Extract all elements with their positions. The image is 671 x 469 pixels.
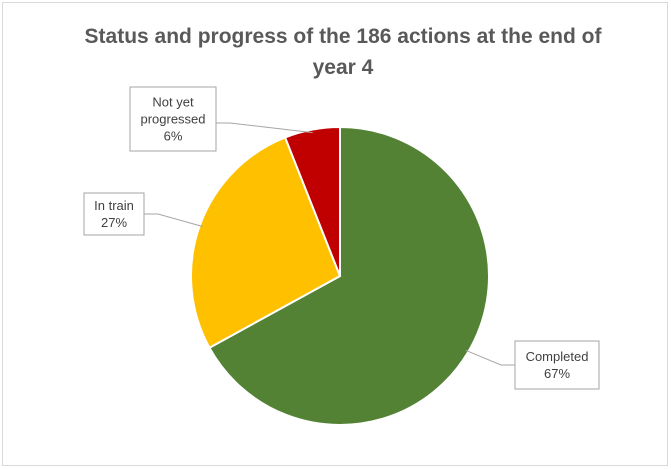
category-label-in-train-0: In train [94, 198, 134, 213]
chart-title: Status and progress of the 186 actions a… [84, 25, 602, 79]
leader-line-in-train [144, 213, 203, 228]
callout-box-completed [514, 340, 600, 390]
leader-line-not-yet-progressed [216, 122, 313, 134]
data-label-not-yet-progressed: 6% [164, 129, 183, 144]
data-label-in-train: 27% [101, 215, 127, 230]
data-label-completed: 67% [544, 366, 570, 381]
callout-box-not-yet-progressed [129, 86, 217, 152]
category-label-not-yet-progressed-0: Not yet [152, 95, 194, 110]
category-label-not-yet-progressed-1: progressed [140, 112, 205, 127]
leader-line-completed [465, 349, 515, 366]
pie-slice-not-yet-progressed [283, 125, 341, 277]
category-label-completed-0: Completed [526, 349, 589, 364]
callout-box-in-train [83, 192, 145, 236]
